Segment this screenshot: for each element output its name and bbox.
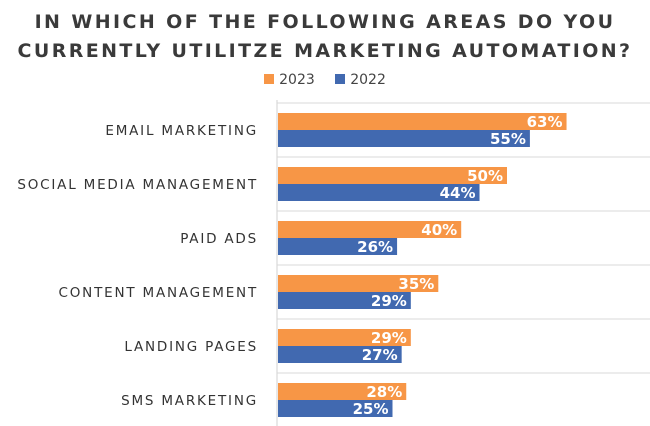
bar-2022 (278, 292, 411, 309)
data-label-2022: 27% (362, 346, 398, 364)
category-label: SMS MARKETING (121, 393, 258, 409)
bar-2022 (278, 400, 393, 417)
bar-2023 (278, 329, 411, 346)
legend-swatch-2023 (264, 74, 275, 84)
bar-2022 (278, 130, 530, 147)
data-label-2023: 29% (371, 329, 407, 347)
data-label-2023: 35% (398, 275, 434, 293)
data-label-2023: 63% (527, 113, 563, 131)
bar-2023 (278, 167, 507, 184)
legend: 2023 2022 (0, 72, 650, 88)
bar-2022 (278, 184, 480, 201)
category-label: CONTENT MANAGEMENT (59, 285, 258, 301)
data-label-2023: 28% (366, 383, 402, 401)
bar-2022 (278, 346, 402, 363)
category-label: EMAIL MARKETING (105, 123, 258, 139)
data-label-2022: 29% (371, 292, 407, 310)
data-label-2022: 25% (353, 400, 389, 418)
bar-2022 (278, 238, 398, 255)
data-label-2023: 40% (421, 221, 457, 239)
legend-item-2023: 2023 (264, 72, 315, 88)
title-line-1: IN WHICH OF THE FOLLOWING AREAS DO YOU (34, 11, 616, 33)
data-label-2022: 44% (440, 184, 476, 202)
bar-2023 (278, 113, 567, 130)
data-label-2023: 50% (467, 167, 503, 185)
data-label-2022: 26% (357, 238, 393, 256)
chart-title: IN WHICH OF THE FOLLOWING AREAS DO YOU C… (0, 8, 650, 66)
category-label: LANDING PAGES (124, 339, 258, 355)
category-label: SOCIAL MEDIA MANAGEMENT (17, 177, 258, 193)
title-line-2: CURRENTLY UTILITZE MARKETING AUTOMATION? (17, 40, 633, 62)
category-label: PAID ADS (180, 231, 258, 247)
data-label-2022: 55% (490, 130, 526, 148)
bar-2023 (278, 383, 407, 400)
legend-item-2022: 2022 (335, 72, 386, 88)
bar-2023 (278, 221, 462, 238)
bar-2023 (278, 275, 439, 292)
legend-swatch-2022 (335, 74, 346, 84)
